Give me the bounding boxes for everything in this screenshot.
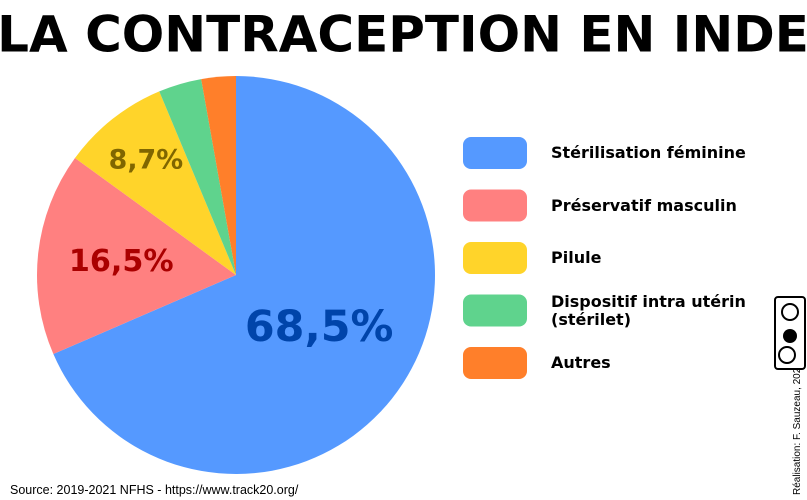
legend-swatch	[463, 137, 527, 169]
legend-label: Pilule	[551, 248, 602, 267]
pie-slice	[36, 158, 236, 355]
legend-label: Autres	[551, 353, 611, 372]
source: Source: 2019-2021 NFHS - https://www.tra…	[10, 483, 299, 497]
pie-slice	[53, 76, 436, 474]
license-icon	[774, 296, 806, 370]
value-label: 68,5%	[245, 302, 394, 352]
pie-slice	[75, 91, 236, 275]
chart-title: LA CONTRACEPTION EN INDE	[0, 6, 807, 64]
legend-swatch	[463, 189, 527, 222]
legend-swatch	[463, 242, 527, 274]
legend-swatch	[463, 347, 527, 379]
credit: Réalisation: F. Sauzeau, 2023	[792, 362, 803, 495]
legend-label: Stérilisation féminine	[551, 143, 746, 162]
pie-slice	[159, 79, 236, 275]
legend-swatch	[463, 294, 527, 327]
legend-label: Dispositif intra utérin (stérilet)	[551, 291, 746, 329]
value-label: 8,7%	[109, 145, 184, 176]
pie-slice	[201, 76, 236, 275]
value-label: 16,5%	[69, 244, 174, 279]
legend-label: Préservatif masculin	[551, 195, 737, 215]
